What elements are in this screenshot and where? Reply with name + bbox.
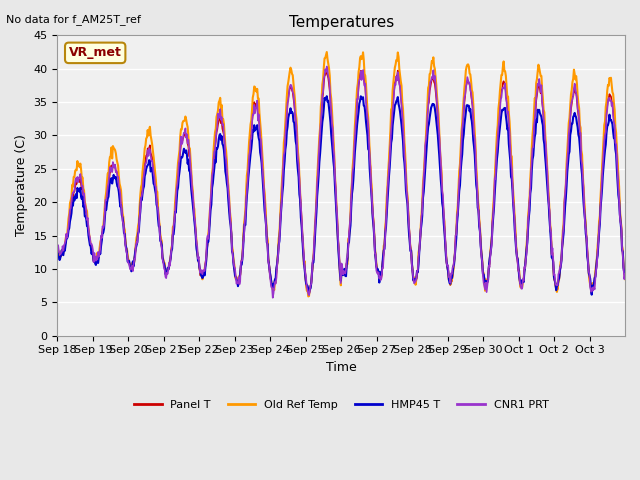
Panel T	[274, 251, 282, 256]
HMP45 T	[401, 160, 408, 166]
Y-axis label: Temperature (C): Temperature (C)	[15, 134, 28, 237]
CNR1 PRT	[621, 272, 629, 277]
Line: Panel T: Panel T	[58, 71, 625, 295]
Panel T	[120, 225, 128, 231]
Old Ref Temp	[225, 183, 232, 189]
HMP45 T	[253, 126, 260, 132]
Old Ref Temp	[621, 276, 629, 282]
HMP45 T	[621, 272, 629, 277]
CNR1 PRT	[323, 64, 331, 70]
X-axis label: Time: Time	[326, 361, 356, 374]
Line: CNR1 PRT: CNR1 PRT	[58, 67, 625, 298]
Old Ref Temp	[120, 224, 128, 230]
Old Ref Temp	[274, 251, 282, 257]
Old Ref Temp	[323, 49, 331, 55]
HMP45 T	[54, 248, 61, 254]
Text: No data for f_AM25T_ref: No data for f_AM25T_ref	[6, 14, 141, 25]
CNR1 PRT	[120, 227, 128, 232]
HMP45 T	[588, 292, 596, 298]
HMP45 T	[274, 253, 282, 259]
Text: VR_met: VR_met	[68, 47, 122, 60]
Panel T	[401, 158, 409, 164]
CNR1 PRT	[253, 105, 260, 110]
Panel T	[305, 292, 313, 298]
Panel T	[394, 68, 402, 73]
CNR1 PRT	[401, 161, 409, 167]
CNR1 PRT	[54, 242, 61, 248]
Old Ref Temp	[433, 94, 441, 99]
Old Ref Temp	[305, 294, 312, 300]
Line: HMP45 T: HMP45 T	[58, 96, 625, 295]
HMP45 T	[323, 93, 331, 99]
Line: Old Ref Temp: Old Ref Temp	[58, 52, 625, 297]
Panel T	[253, 101, 260, 107]
Old Ref Temp	[253, 89, 260, 95]
Title: Temperatures: Temperatures	[289, 15, 394, 30]
Legend: Panel T, Old Ref Temp, HMP45 T, CNR1 PRT: Panel T, Old Ref Temp, HMP45 T, CNR1 PRT	[129, 395, 553, 414]
CNR1 PRT	[269, 295, 276, 300]
CNR1 PRT	[433, 101, 441, 107]
Panel T	[621, 273, 629, 279]
Panel T	[433, 105, 441, 110]
Old Ref Temp	[54, 249, 61, 254]
Old Ref Temp	[401, 152, 409, 157]
HMP45 T	[120, 230, 128, 236]
CNR1 PRT	[275, 246, 282, 252]
Panel T	[54, 248, 61, 253]
Panel T	[225, 189, 232, 195]
HMP45 T	[225, 197, 232, 203]
CNR1 PRT	[225, 189, 232, 194]
HMP45 T	[433, 118, 440, 124]
